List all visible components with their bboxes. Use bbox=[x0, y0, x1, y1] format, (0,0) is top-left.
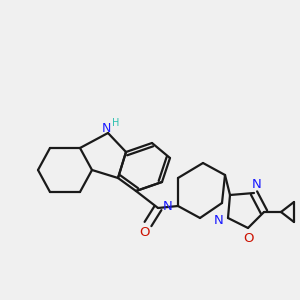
Text: N: N bbox=[163, 200, 173, 212]
Text: H: H bbox=[112, 118, 120, 128]
Text: O: O bbox=[243, 232, 253, 244]
Text: N: N bbox=[214, 214, 224, 226]
Text: O: O bbox=[139, 226, 149, 238]
Text: N: N bbox=[252, 178, 262, 191]
Text: N: N bbox=[101, 122, 111, 134]
